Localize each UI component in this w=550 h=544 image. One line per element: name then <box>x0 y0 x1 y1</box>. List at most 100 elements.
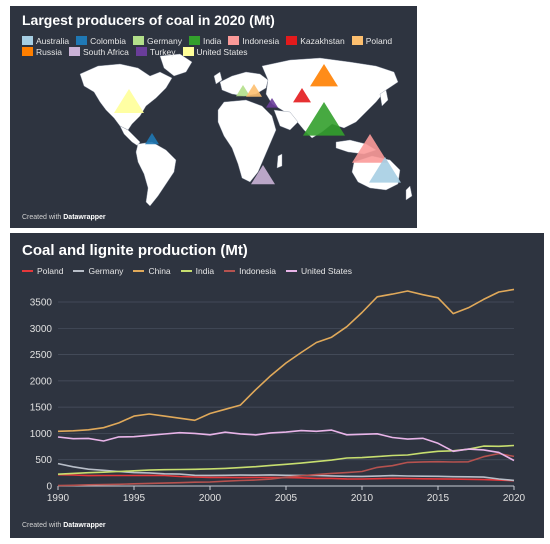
map-marker-kazakhstan[interactable] <box>293 88 311 103</box>
legend-label: Russia <box>36 46 62 57</box>
map-marker-india[interactable] <box>303 102 345 136</box>
series-line-united-states[interactable] <box>57 429 515 462</box>
legend-swatch <box>76 36 88 45</box>
legend-label: Indonesia <box>242 35 280 46</box>
legend-label: South Africa <box>82 46 129 57</box>
map-marker-poland[interactable] <box>246 84 262 97</box>
x-tick-label: 1995 <box>123 493 146 504</box>
legend-line-key <box>224 269 236 272</box>
map-legend-item-poland: Poland <box>351 35 393 46</box>
legend-swatch <box>228 36 240 45</box>
map-title: Largest producers of coal in 2020 (Mt) <box>22 12 275 28</box>
legend-label: Germany <box>88 265 124 276</box>
map-markers <box>114 64 401 185</box>
south-america-shape <box>135 141 177 207</box>
legend-label: China <box>148 265 171 276</box>
legend-label: Indonesia <box>239 265 276 276</box>
arabia-shape <box>273 109 299 131</box>
legend-label: Poland <box>37 265 64 276</box>
y-tick-label: 2500 <box>30 350 53 361</box>
series-line-india[interactable] <box>57 444 515 475</box>
datawrapper-brand: Datawrapper <box>63 522 106 529</box>
legend-swatch <box>135 47 147 56</box>
chart-legend-item-indonesia: Indonesia <box>224 265 276 276</box>
chart-grid <box>58 301 514 487</box>
y-tick-label: 1000 <box>30 429 53 440</box>
map-credit: Created with Datawrapper <box>22 214 106 221</box>
new-zealand-shape <box>405 185 413 201</box>
series-line-indonesia[interactable] <box>57 452 515 487</box>
map-marker-south-africa[interactable] <box>251 165 275 185</box>
legend-swatch <box>22 47 33 56</box>
legend-swatch <box>22 36 33 45</box>
y-axis-ticks: 0 500 1000 1500 2000 2500 3000 3500 <box>30 298 53 493</box>
africa-shape <box>217 99 277 183</box>
legend-swatch <box>351 36 363 45</box>
series-line-china[interactable] <box>57 288 515 433</box>
legend-line-key <box>285 269 297 272</box>
y-tick-label: 500 <box>35 455 52 466</box>
map-legend-item-india: India <box>188 35 221 46</box>
x-tick-label: 2010 <box>351 493 374 504</box>
legend-label: Colombia <box>90 35 126 46</box>
chart-legend-item-united-states: United States <box>285 265 352 276</box>
map-legend-item-russia: Russia <box>22 46 62 57</box>
coal-producers-map-panel: Largest producers of coal in 2020 (Mt) A… <box>10 6 417 228</box>
x-tick-label: 2015 <box>427 493 450 504</box>
map-marker-russia[interactable] <box>310 64 338 87</box>
map-legend-item-south-africa: South Africa <box>68 46 129 57</box>
greenland-shape <box>159 53 193 77</box>
map-legend-item-australia: Australia <box>22 35 69 46</box>
chart-legend-item-india: India <box>180 265 215 276</box>
map-marker-australia[interactable] <box>369 157 401 183</box>
map-legend-item-colombia: Colombia <box>76 35 126 46</box>
legend-label: India <box>195 265 215 276</box>
legend-line-key <box>180 269 192 272</box>
chart-legend-item-china: China <box>133 265 171 276</box>
central-america-shape <box>119 125 141 147</box>
legend-line-key <box>73 269 85 272</box>
map-marker-united-states[interactable] <box>114 89 144 113</box>
x-axis-ticks: 1990 1995 2000 2005 2010 2015 2020 <box>47 486 526 504</box>
x-tick-label: 2005 <box>275 493 298 504</box>
legend-line-key <box>133 269 145 272</box>
map-legend-item-germany: Germany <box>132 35 182 46</box>
chart-legend-item-germany: Germany <box>73 265 123 276</box>
series-line-germany[interactable] <box>57 462 515 482</box>
japan-shape <box>379 89 389 107</box>
legend-swatch <box>182 47 194 56</box>
legend-swatch <box>68 47 80 56</box>
y-tick-label: 3000 <box>30 324 53 335</box>
x-tick-label: 2000 <box>199 493 222 504</box>
legend-label: Turkey <box>149 46 176 57</box>
map-legend-item-kazakhstan: Kazakhstan <box>286 35 345 46</box>
legend-label: Poland <box>365 35 393 46</box>
y-tick-label: 0 <box>46 482 52 493</box>
x-tick-label: 1990 <box>47 493 70 504</box>
map-marker-indonesia[interactable] <box>352 134 388 163</box>
chart-legend: Poland Germany China India Indonesia United S… <box>22 265 537 276</box>
legend-label: United States <box>300 265 352 276</box>
chart-series <box>57 288 515 487</box>
chart-legend-item-poland: Poland <box>22 265 63 276</box>
world-landmass <box>79 53 413 207</box>
map-marker-colombia[interactable] <box>145 133 159 145</box>
chart-title: Coal and lignite production (Mt) <box>22 242 248 259</box>
world-map <box>79 53 413 207</box>
y-tick-label: 3500 <box>30 298 53 309</box>
line-chart: 0 500 1000 1500 2000 2500 3000 3500 1990 1995 200… <box>30 288 526 504</box>
y-tick-label: 2000 <box>30 376 53 387</box>
map-legend-item-turkey: Turkey <box>135 46 176 57</box>
map-marker-germany[interactable] <box>236 85 250 97</box>
legend-label: Australia <box>36 35 70 46</box>
legend-label: Germany <box>146 35 182 46</box>
x-tick-label: 2020 <box>503 493 526 504</box>
map-legend-item-united-states: United States <box>182 46 248 57</box>
legend-label: Kazakhstan <box>300 35 345 46</box>
legend-swatch <box>286 36 298 45</box>
map-marker-turkey[interactable] <box>266 98 278 108</box>
map-legend-item-indonesia: Indonesia <box>228 35 279 46</box>
legend-swatch <box>188 36 200 45</box>
coal-production-chart-panel: Coal and lignite production (Mt) Poland G… <box>10 233 544 538</box>
legend-label: United States <box>196 46 248 57</box>
